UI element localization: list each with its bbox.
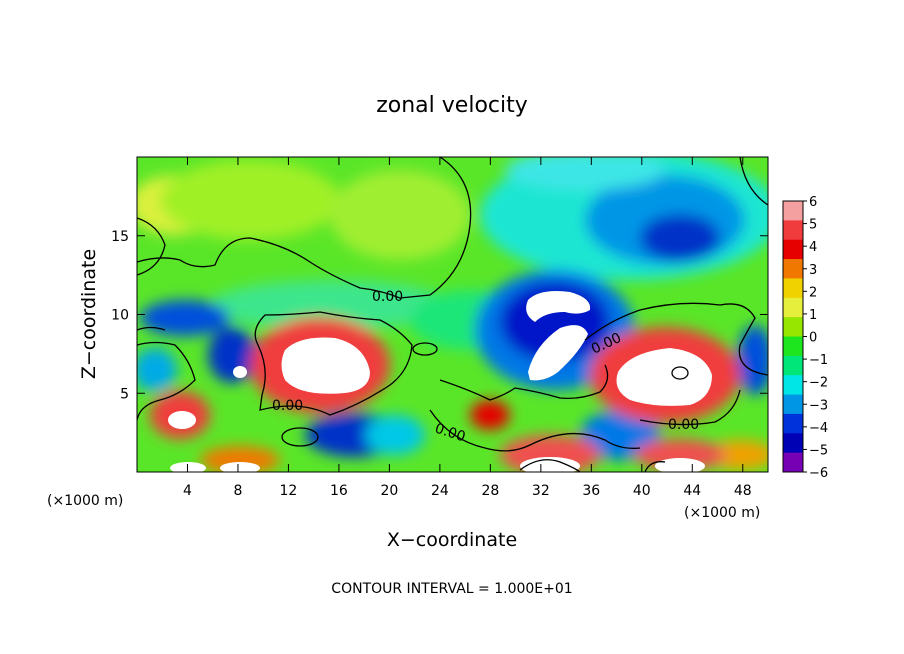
colorbar-tick-label: −4 <box>809 421 828 436</box>
x-tick-label: 20 <box>380 483 398 499</box>
colorbar-tick-label: 6 <box>809 195 817 210</box>
colorbar-swatch <box>783 413 803 434</box>
colorbar-tick-label: 3 <box>809 263 817 278</box>
y-axis: 5 10 15 <box>111 229 768 402</box>
saturated-cores <box>168 291 712 472</box>
contour-interval-note: CONTOUR INTERVAL = 1.000E+01 <box>331 581 572 597</box>
colorbar-swatch <box>783 355 803 376</box>
y-tick-label: 15 <box>111 229 129 245</box>
x-tick-label: 28 <box>481 483 499 499</box>
colorbar-tick-label: 0 <box>809 331 817 346</box>
colorbar-swatch <box>783 220 803 241</box>
colorbar-tick-label: −5 <box>809 443 828 458</box>
x-tick-label: 12 <box>280 483 298 499</box>
x-tick-label: 32 <box>532 483 550 499</box>
y-axis-title: Z−coordinate <box>78 249 100 379</box>
colorbar-tick-label: 4 <box>809 240 817 255</box>
x-tick-label: 36 <box>582 483 600 499</box>
colorbar-tick-label: −2 <box>809 376 828 391</box>
colorbar-swatch <box>783 375 803 396</box>
colorbar-swatch <box>783 433 803 454</box>
colorbar-tick-label: 5 <box>809 218 817 233</box>
colorbar-swatch <box>783 336 803 357</box>
zero-contours <box>137 157 768 472</box>
plot-area: 0.00 0.00 0.00 0.00 0.00 <box>137 157 768 472</box>
colorbar-swatch <box>783 452 803 473</box>
x-tick-label: 4 <box>183 483 192 499</box>
x-axis-title: X−coordinate <box>387 529 517 551</box>
x-tick-label: 48 <box>734 483 752 499</box>
y-tick-label: 10 <box>111 308 129 324</box>
colorbar: 6 5 4 3 2 1 0 −1 −2 −3 −4 −5 −6 <box>782 195 828 481</box>
colorbar-tick-label: −1 <box>809 353 828 368</box>
colorbar-tick-label: −6 <box>809 466 828 481</box>
colorbar-swatch <box>783 278 803 299</box>
velocity-field <box>137 157 768 472</box>
chart-title: zonal velocity <box>376 93 528 118</box>
colorbar-tick-label: 1 <box>809 308 817 323</box>
x-axis: 4 8 12 16 20 24 28 32 36 40 44 48 <box>183 157 752 499</box>
colorbar-swatch <box>783 239 803 260</box>
contour-label: 0.00 <box>668 417 699 433</box>
colorbar-swatch <box>783 259 803 279</box>
colorbar-swatch <box>783 394 803 415</box>
x-unit-label: (×1000 m) <box>684 505 760 521</box>
contour-label: 0.00 <box>272 398 303 414</box>
colorbar-tick-label: 2 <box>809 285 817 300</box>
y-tick-label: 5 <box>120 386 129 402</box>
colorbar-tick-label: −3 <box>809 398 828 413</box>
y-unit-label: (×1000 m) <box>47 493 123 509</box>
x-tick-label: 40 <box>633 483 651 499</box>
contour-label: 0.00 <box>372 289 403 305</box>
colorbar-swatch <box>783 201 803 221</box>
colorbar-swatch <box>783 317 803 337</box>
x-tick-label: 24 <box>431 483 449 499</box>
x-tick-label: 8 <box>233 483 242 499</box>
colorbar-swatch <box>783 297 803 318</box>
x-tick-label: 44 <box>683 483 701 499</box>
x-tick-label: 16 <box>330 483 348 499</box>
